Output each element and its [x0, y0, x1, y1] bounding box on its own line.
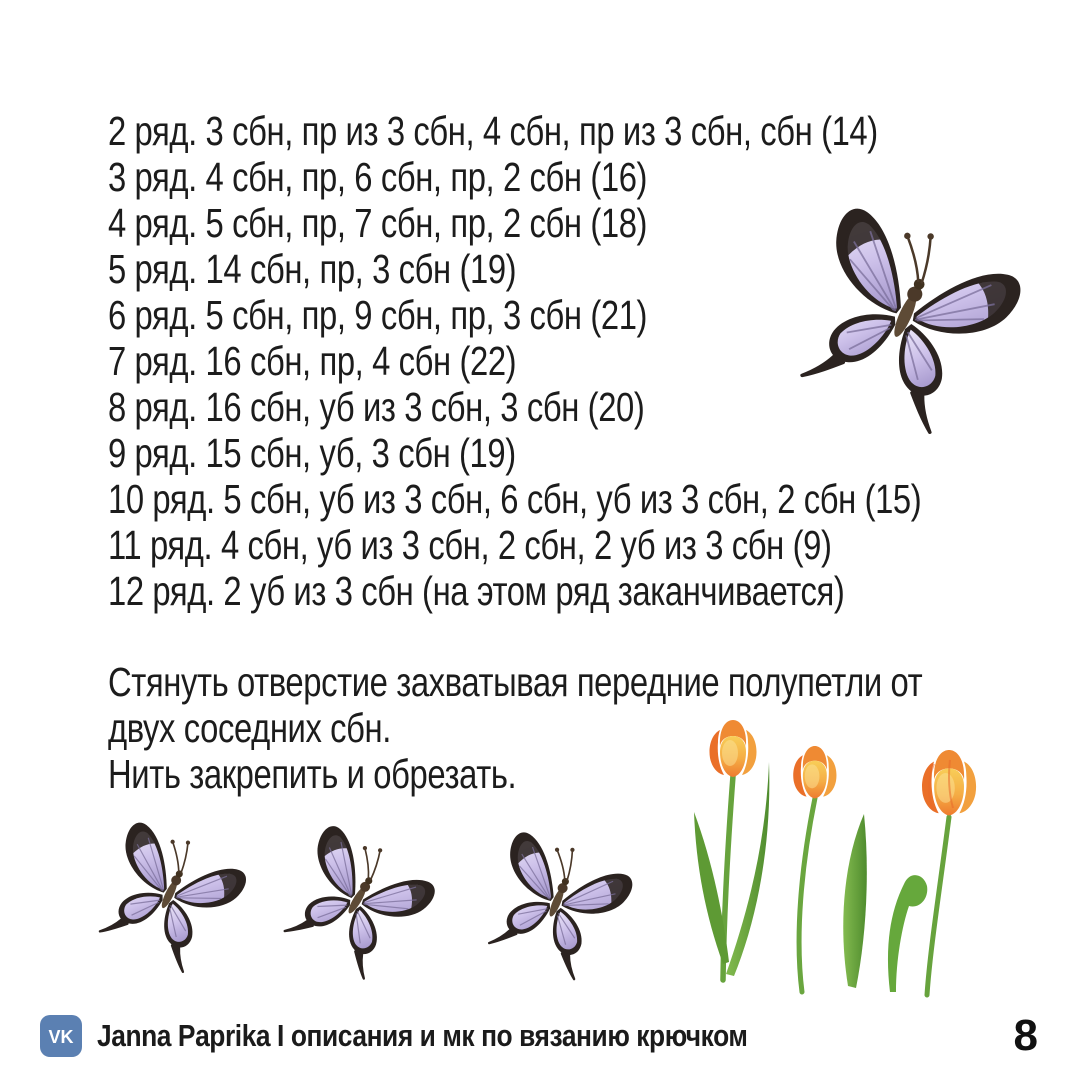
note-line: Стянуть отверстие захватывая передние по…: [108, 659, 923, 705]
tulips-illustration: [694, 720, 977, 998]
pattern-row: 5 ряд. 14 сбн, пр, 3 сбн (19): [108, 246, 517, 292]
pattern-row: 10 ряд. 5 сбн, уб из 3 сбн, 6 сбн, уб из…: [108, 476, 922, 522]
finishing-notes: Стянуть отверстие захватывая передние по…: [108, 659, 1080, 797]
pattern-row: 6 ряд. 5 сбн, пр, 9 сбн, пр, 3 сбн (21): [108, 292, 648, 338]
pattern-row: 7 ряд. 16 сбн, пр, 4 сбн (22): [108, 338, 517, 384]
pattern-row: 4 ряд. 5 сбн, пр, 7 сбн, пр, 2 сбн (18): [108, 200, 648, 246]
butterfly-illustration-large: [775, 195, 1031, 446]
butterfly-illustration-small: [471, 823, 639, 988]
butterfly-illustration-small: [82, 814, 254, 981]
page-number: 8: [1013, 1011, 1038, 1060]
pattern-rows: 2 ряд. 3 сбн, пр из 3 сбн, 4 сбн, пр из …: [108, 108, 1080, 614]
footer: VK Janna Paprika I описания и мк по вяза…: [40, 1008, 1038, 1064]
pattern-row: 3 ряд. 4 сбн, пр, 6 сбн, пр, 2 сбн (16): [108, 154, 648, 200]
note-line: двух соседних сбн.: [108, 705, 391, 751]
vk-icon-label: VK: [48, 1027, 73, 1047]
footer-brand: Janna Paprika I описания и мк по вязанию…: [97, 1018, 748, 1053]
vk-icon: VK: [40, 1015, 82, 1057]
note-line: Нить закрепить и обрезать.: [108, 751, 517, 797]
butterfly-illustration-small: [268, 817, 443, 990]
pattern-row: 11 ряд. 4 сбн, уб из 3 сбн, 2 сбн, 2 уб …: [108, 522, 832, 568]
pattern-row: 12 ряд. 2 уб из 3 сбн (на этом ряд закан…: [108, 568, 845, 614]
pattern-row: 8 ряд. 16 сбн, уб из 3 сбн, 3 сбн (20): [108, 384, 645, 430]
pattern-row: 2 ряд. 3 сбн, пр из 3 сбн, 4 сбн, пр из …: [108, 108, 878, 154]
pattern-row: 9 ряд. 15 сбн, уб, 3 сбн (19): [108, 430, 516, 476]
